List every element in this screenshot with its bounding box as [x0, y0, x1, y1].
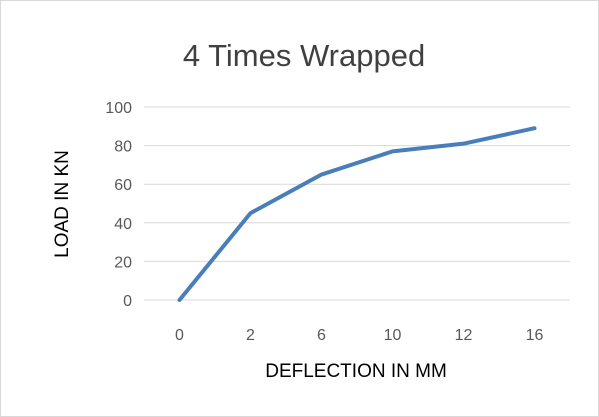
series-line	[177, 126, 537, 302]
x-tick-label: 12	[455, 327, 473, 344]
y-tick-labels: 0 20 40 60 80 100	[105, 100, 132, 310]
x-tick-labels: 0 2 6 10 12 16	[175, 327, 543, 344]
y-tick-label: 40	[114, 216, 132, 233]
x-axis-label: DEFLECTION IN MM	[265, 361, 447, 382]
x-tick-label: 6	[317, 327, 326, 344]
y-tick-label: 60	[114, 177, 132, 194]
gridlines	[144, 106, 570, 301]
x-tick-label: 16	[526, 327, 544, 344]
series-lines	[177, 126, 537, 302]
y-tick-label: 100	[105, 100, 132, 117]
x-tick-label: 0	[175, 327, 184, 344]
y-tick-label: 0	[123, 293, 132, 310]
x-tick-label: 10	[384, 327, 402, 344]
y-tick-label: 20	[114, 254, 132, 271]
x-tick-label: 2	[246, 327, 255, 344]
chart-title: 4 Times Wrapped	[183, 38, 425, 73]
y-tick-label: 80	[114, 139, 132, 156]
y-axis-label: LOAD IN KN	[52, 150, 73, 258]
